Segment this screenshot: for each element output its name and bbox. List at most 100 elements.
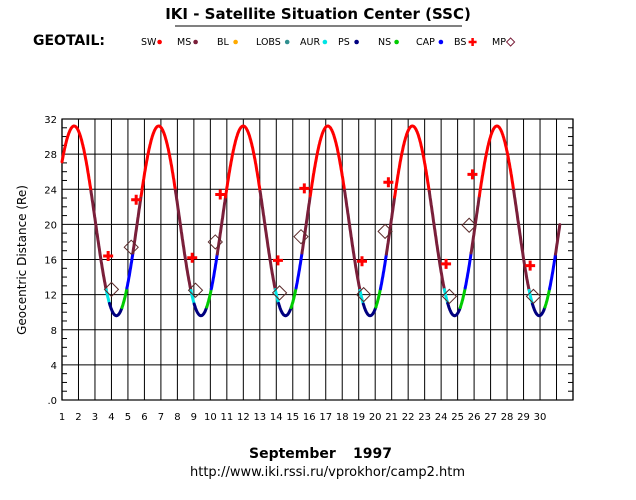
- orbit-segment: [512, 188, 531, 292]
- x-tick-label: 11: [220, 412, 233, 423]
- x-tick-label: 23: [418, 412, 431, 423]
- orbit-segment: [446, 301, 462, 318]
- y-tick-label: 32: [44, 115, 57, 126]
- x-tick-label: 13: [253, 412, 266, 423]
- orbit-segment: [192, 302, 209, 318]
- legend-label: MP: [492, 37, 506, 48]
- x-tick-label: 4: [108, 412, 114, 423]
- x-tick-label: 24: [435, 412, 448, 423]
- orbit-segment: [477, 124, 516, 198]
- legend-marker: [505, 37, 516, 47]
- orbit-segment: [308, 124, 346, 198]
- y-tick-label: .0: [47, 396, 57, 407]
- legend: SW MS BL LOBS AUR PS NS CAP BS MP: [141, 37, 516, 48]
- x-tick-label: 12: [237, 412, 250, 423]
- y-tick-label: 24: [44, 185, 57, 196]
- bow-shock-marker: [103, 250, 114, 261]
- orbit-segment: [374, 287, 382, 309]
- legend-label: LOBS: [256, 37, 281, 48]
- orbit-segment: [258, 189, 277, 292]
- orbit-segment: [108, 301, 124, 318]
- y-tick-label: 20: [44, 220, 57, 231]
- y-tick-label: 12: [44, 291, 57, 302]
- month-label: September: [249, 446, 336, 462]
- bow-shock-marker: [215, 189, 226, 200]
- legend-label: AUR: [300, 37, 320, 48]
- legend-marker: [438, 39, 444, 45]
- orbit-segment: [60, 124, 93, 193]
- magnetopause-marker: [441, 288, 458, 305]
- orbit-segment: [393, 124, 431, 199]
- x-tick-labels: 1 2 3 4 5 6 7 8 9 10 11 12 13 14 15 16 17 18 19 20 21 22 23 24 2…: [59, 412, 547, 423]
- legend-marker: [233, 39, 238, 45]
- x-tick-label: 1: [59, 412, 65, 423]
- magnetopause-marker: [187, 282, 204, 298]
- y-tick-label: 8: [51, 326, 57, 337]
- legend-label: BS: [454, 37, 466, 48]
- plot-frame: [61, 118, 574, 401]
- orbit-segment: [554, 223, 562, 256]
- x-tick-label: 27: [484, 412, 497, 423]
- x-tick-label: 17: [319, 412, 332, 423]
- orbit-segment: [361, 302, 378, 318]
- orbit-segment: [543, 287, 552, 309]
- orbit-segment: [224, 124, 262, 199]
- x-tick-label: 19: [352, 412, 365, 423]
- x-tick-label: 16: [303, 412, 316, 423]
- x-tick-label: 10: [204, 412, 217, 423]
- bow-shock-marker: [525, 260, 536, 271]
- x-tick-label: 9: [191, 412, 197, 423]
- x-tick-label: 26: [468, 412, 481, 423]
- magnetopause-marker: [271, 285, 288, 301]
- source-url: http://www.iki.rssi.ru/vprokhor/camp2.ht…: [190, 465, 465, 480]
- x-tick-label: 25: [451, 412, 464, 423]
- legend-marker: [354, 39, 359, 45]
- x-tick-label: 7: [158, 412, 164, 423]
- bow-shock-marker: [187, 252, 198, 263]
- x-tick-label: 18: [336, 412, 349, 423]
- magnetopause-marker: [377, 223, 393, 240]
- x-tick-label: 2: [75, 412, 81, 423]
- magnetopause-marker: [207, 234, 224, 250]
- legend-marker: [157, 39, 162, 45]
- bow-shock-marker: [299, 183, 310, 194]
- magnetopause-marker: [355, 286, 372, 303]
- y-axis-label: Geocentric Distance (Re): [15, 185, 29, 335]
- orbit-segment: [358, 288, 365, 306]
- magnetopause-marker: [123, 239, 139, 255]
- orbit-segment: [139, 124, 177, 198]
- crossing-markers: [103, 169, 542, 305]
- orbit-segment: [530, 302, 547, 318]
- y-tick-label: 16: [44, 256, 57, 267]
- bow-shock-marker: [441, 258, 452, 269]
- x-tick-label: 5: [125, 412, 131, 423]
- orbit-segment: [384, 195, 397, 256]
- legend-label: BL: [217, 37, 230, 48]
- magnetopause-marker: [525, 288, 542, 305]
- legend-label: SW: [141, 37, 157, 48]
- legend-label: MS: [177, 37, 191, 48]
- bow-shock-marker: [383, 177, 394, 188]
- orbit-segment: [125, 251, 135, 290]
- x-tick-label: 30: [534, 412, 547, 423]
- legend-label: NS: [378, 37, 391, 48]
- x-tick-label: 20: [369, 412, 382, 423]
- bow-shock-marker: [467, 169, 478, 180]
- y-tick-labels: .0 4 8 12 16 20 24 28 32: [44, 115, 57, 407]
- chart-title: IKI - Satellite Situation Center (SSC): [165, 5, 471, 23]
- grid: [61, 118, 574, 401]
- orbit-segment: [209, 252, 219, 291]
- legend-marker: [394, 39, 399, 45]
- orbit-segment: [379, 252, 388, 291]
- orbit-segment: [289, 286, 298, 310]
- orbit-segment: [277, 301, 293, 318]
- orbit-segment: [300, 194, 312, 255]
- bow-shock-marker: [131, 194, 142, 205]
- x-tick-label: 22: [402, 412, 415, 423]
- magnetopause-marker: [293, 228, 309, 245]
- legend-label: PS: [338, 37, 350, 48]
- orbit-segment: [173, 188, 193, 292]
- legend-label: CAP: [416, 37, 435, 48]
- year-label: 1997: [353, 446, 392, 462]
- y-tick-label: 4: [51, 361, 57, 372]
